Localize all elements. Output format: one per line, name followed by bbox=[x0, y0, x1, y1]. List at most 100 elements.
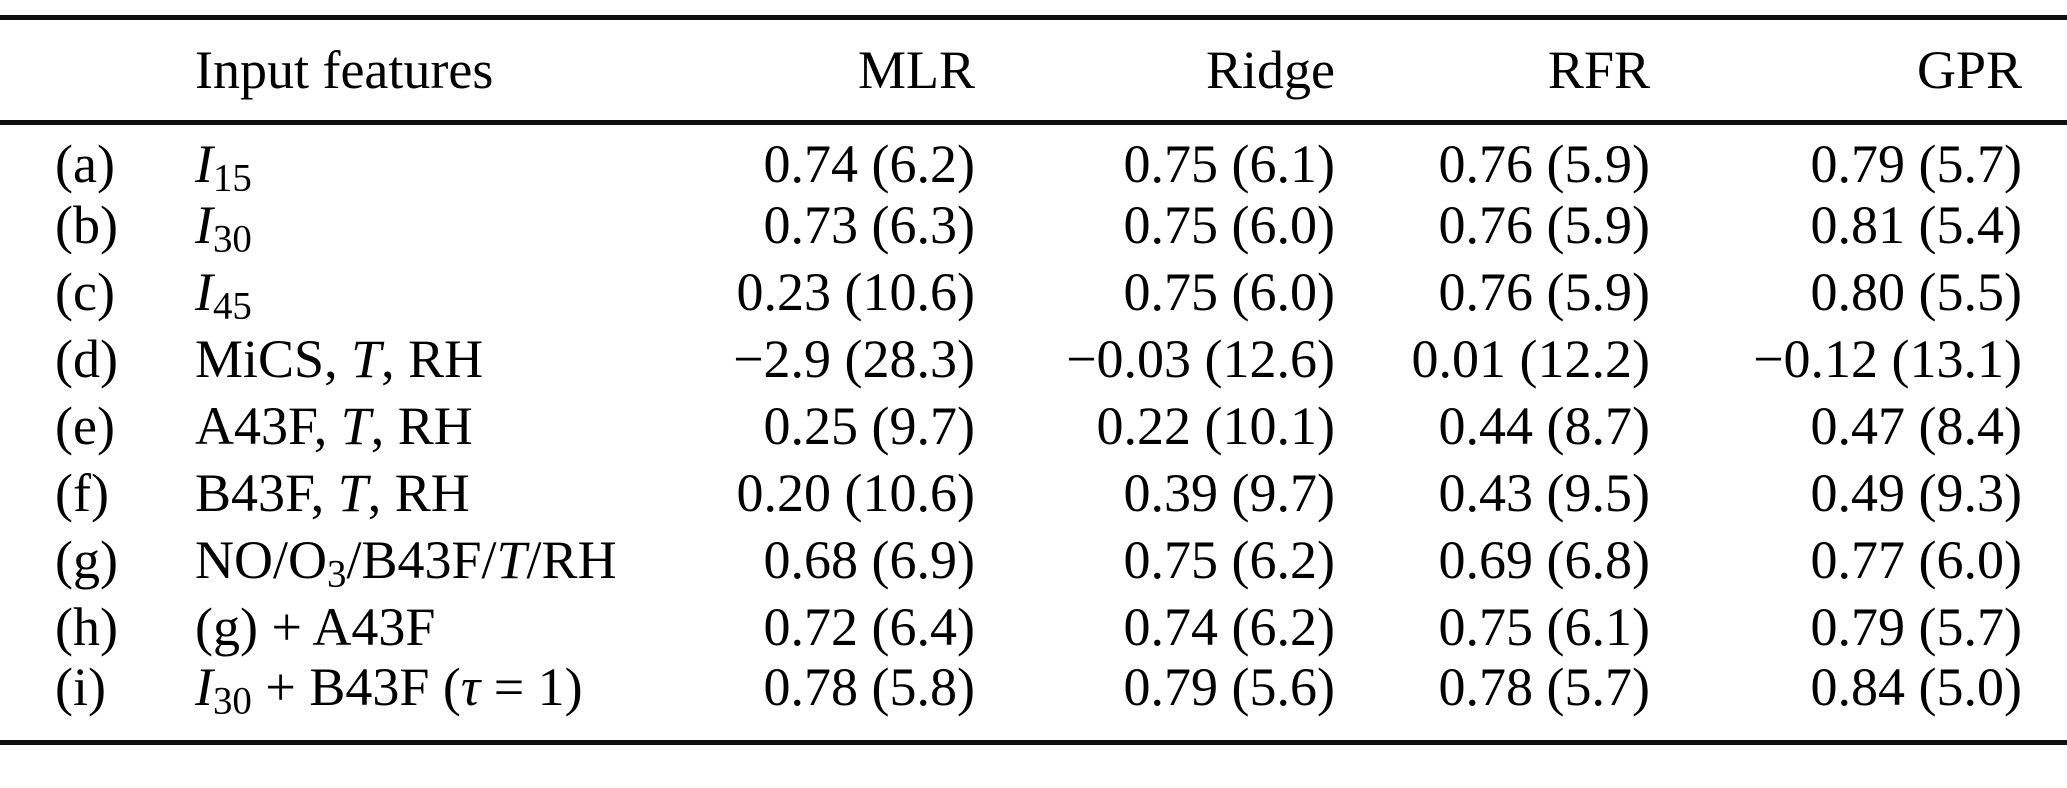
row-label: (b) bbox=[55, 194, 118, 255]
table-row: (d) MiCS, T, RH −2.9 (28.3) −0.03 (12.6) 0.0… bbox=[0, 325, 2067, 392]
value-cell-gpr: 0.84 (5.0) bbox=[1810, 657, 2022, 717]
table-row: (c) I45 0.23 (10.6) 0.75 (6.0) 0.76 (5.9) 0.8… bbox=[0, 258, 2067, 325]
feature-text-segment: T bbox=[351, 328, 382, 389]
feature-text-segment: A43F, bbox=[195, 395, 341, 456]
header-input-features: Input features bbox=[195, 40, 494, 100]
value-cell-mlr: 0.23 (10.6) bbox=[736, 261, 975, 322]
feature-text-segment: 45 bbox=[212, 284, 252, 328]
feature-text-segment: /RH bbox=[526, 529, 617, 590]
value-cell-ridge: 0.75 (6.1) bbox=[1123, 134, 1335, 194]
feature-cell: I30 + B43F (τ = 1) bbox=[150, 660, 620, 743]
value-cell-ridge: 0.74 (6.2) bbox=[1123, 596, 1335, 657]
feature-text-segment: , RH bbox=[370, 395, 473, 456]
header-ridge: Ridge bbox=[1206, 40, 1335, 100]
value-cell-rfr: 0.43 (9.5) bbox=[1438, 462, 1650, 523]
results-table-wrap: Input features MLR Ridge RFR GPR (a) I15 0… bbox=[0, 15, 2067, 745]
feature-text-segment: I bbox=[195, 261, 213, 322]
feature-text-segment: τ bbox=[460, 657, 481, 717]
feature-cell: I15 bbox=[150, 123, 620, 197]
value-cell-rfr: 0.69 (6.8) bbox=[1438, 529, 1650, 590]
header-gpr: GPR bbox=[1916, 40, 2022, 100]
value-cell-ridge: 0.79 (5.6) bbox=[1123, 657, 1335, 717]
table-header: Input features MLR Ridge RFR GPR bbox=[0, 18, 2067, 123]
value-cell-rfr: 0.76 (5.9) bbox=[1438, 134, 1650, 194]
feature-cell: I45 bbox=[150, 258, 620, 325]
value-cell-ridge: 0.75 (6.2) bbox=[1123, 529, 1335, 590]
row-label: (e) bbox=[55, 395, 115, 456]
feature-text-segment: = 1) bbox=[480, 657, 583, 717]
feature-text-segment: T bbox=[337, 462, 368, 523]
table-row: (e) A43F, T, RH 0.25 (9.7) 0.22 (10.1) 0.44 … bbox=[0, 392, 2067, 459]
value-cell-gpr: 0.77 (6.0) bbox=[1810, 529, 2022, 590]
value-cell-gpr: 0.81 (5.4) bbox=[1810, 194, 2022, 255]
value-cell-rfr: 0.75 (6.1) bbox=[1438, 596, 1650, 657]
header-mlr: MLR bbox=[857, 40, 975, 100]
value-cell-rfr: 0.78 (5.7) bbox=[1438, 657, 1650, 717]
value-cell-mlr: 0.25 (9.7) bbox=[763, 395, 975, 456]
row-label: (h) bbox=[55, 596, 118, 657]
value-cell-gpr: 0.47 (8.4) bbox=[1810, 395, 2022, 456]
value-cell-ridge: 0.39 (9.7) bbox=[1123, 462, 1335, 523]
row-label: (a) bbox=[55, 134, 115, 194]
value-cell-gpr: 0.79 (5.7) bbox=[1810, 596, 2022, 657]
value-cell-rfr: 0.76 (5.9) bbox=[1438, 194, 1650, 255]
value-cell-rfr: 0.01 (12.2) bbox=[1411, 328, 1650, 389]
table-row: (i) I30 + B43F (τ = 1) 0.78 (5.8) 0.79 (5.6… bbox=[0, 660, 2067, 743]
row-label: (g) bbox=[55, 529, 118, 590]
header-row: Input features MLR Ridge RFR GPR bbox=[0, 18, 2067, 123]
feature-text-segment: /B43F/ bbox=[346, 529, 497, 590]
value-cell-gpr: 0.49 (9.3) bbox=[1810, 462, 2022, 523]
feature-text-segment: B43F, bbox=[195, 462, 338, 523]
value-cell-ridge: 0.75 (6.0) bbox=[1123, 194, 1335, 255]
value-cell-mlr: 0.20 (10.6) bbox=[736, 462, 975, 523]
table-row: (h) (g) + A43F 0.72 (6.4) 0.74 (6.2) 0.75 (6… bbox=[0, 593, 2067, 660]
value-cell-mlr: 0.73 (6.3) bbox=[763, 194, 975, 255]
feature-text-segment: 30 bbox=[212, 217, 252, 261]
value-cell-ridge: 0.75 (6.0) bbox=[1123, 261, 1335, 322]
feature-text-segment: NO/O bbox=[195, 529, 327, 590]
feature-text-segment: 15 bbox=[212, 156, 252, 200]
feature-text-segment: + B43F ( bbox=[251, 657, 461, 717]
table-row: (a) I15 0.74 (6.2) 0.75 (6.1) 0.76 (5.9) 0.79… bbox=[0, 123, 2067, 197]
feature-text-segment: , RH bbox=[381, 328, 484, 389]
header-rfr: RFR bbox=[1547, 40, 1650, 100]
row-label: (i) bbox=[55, 657, 106, 717]
table-row: (g) NO/O3/B43F/T/RH 0.68 (6.9) 0.75 (6.2) 0.… bbox=[0, 526, 2067, 593]
feature-text-segment: T bbox=[496, 529, 527, 590]
table-row: (f) B43F, T, RH 0.20 (10.6) 0.39 (9.7) 0.43 … bbox=[0, 459, 2067, 526]
value-cell-mlr: −2.9 (28.3) bbox=[733, 328, 975, 389]
row-label: (d) bbox=[55, 328, 118, 389]
value-cell-mlr: 0.74 (6.2) bbox=[763, 134, 975, 194]
value-cell-mlr: 0.68 (6.9) bbox=[763, 529, 975, 590]
value-cell-rfr: 0.44 (8.7) bbox=[1438, 395, 1650, 456]
feature-text-segment: 30 bbox=[212, 679, 252, 723]
feature-text-segment: T bbox=[340, 395, 371, 456]
value-cell-mlr: 0.78 (5.8) bbox=[763, 657, 975, 717]
feature-text-segment: I bbox=[195, 194, 213, 255]
results-table: Input features MLR Ridge RFR GPR (a) I15 0… bbox=[0, 15, 2067, 745]
feature-cell: B43F, T, RH bbox=[150, 459, 620, 526]
feature-text-segment: I bbox=[195, 134, 213, 194]
feature-text-segment: , RH bbox=[367, 462, 470, 523]
value-cell-ridge: −0.03 (12.6) bbox=[1066, 328, 1335, 389]
value-cell-ridge: 0.22 (10.1) bbox=[1096, 395, 1335, 456]
value-cell-mlr: 0.72 (6.4) bbox=[763, 596, 975, 657]
value-cell-gpr: −0.12 (13.1) bbox=[1753, 328, 2022, 389]
feature-text-segment: (g) + A43F bbox=[195, 596, 436, 657]
feature-cell: MiCS, T, RH bbox=[150, 325, 620, 392]
feature-text-segment: I bbox=[195, 657, 213, 717]
feature-cell: I30 bbox=[150, 191, 620, 258]
header-label-empty bbox=[0, 18, 150, 123]
feature-cell: A43F, T, RH bbox=[150, 392, 620, 459]
feature-text-segment: MiCS, bbox=[195, 328, 352, 389]
row-label: (c) bbox=[55, 261, 115, 322]
value-cell-gpr: 0.79 (5.7) bbox=[1810, 134, 2022, 194]
value-cell-rfr: 0.76 (5.9) bbox=[1438, 261, 1650, 322]
feature-cell: (g) + A43F bbox=[150, 593, 620, 660]
table-row: (b) I30 0.73 (6.3) 0.75 (6.0) 0.76 (5.9) 0.81… bbox=[0, 191, 2067, 258]
feature-cell: NO/O3/B43F/T/RH bbox=[150, 526, 620, 593]
table-body: (a) I15 0.74 (6.2) 0.75 (6.1) 0.76 (5.9) 0.79… bbox=[0, 123, 2067, 743]
row-label: (f) bbox=[55, 462, 109, 523]
feature-text-segment: 3 bbox=[327, 552, 347, 596]
